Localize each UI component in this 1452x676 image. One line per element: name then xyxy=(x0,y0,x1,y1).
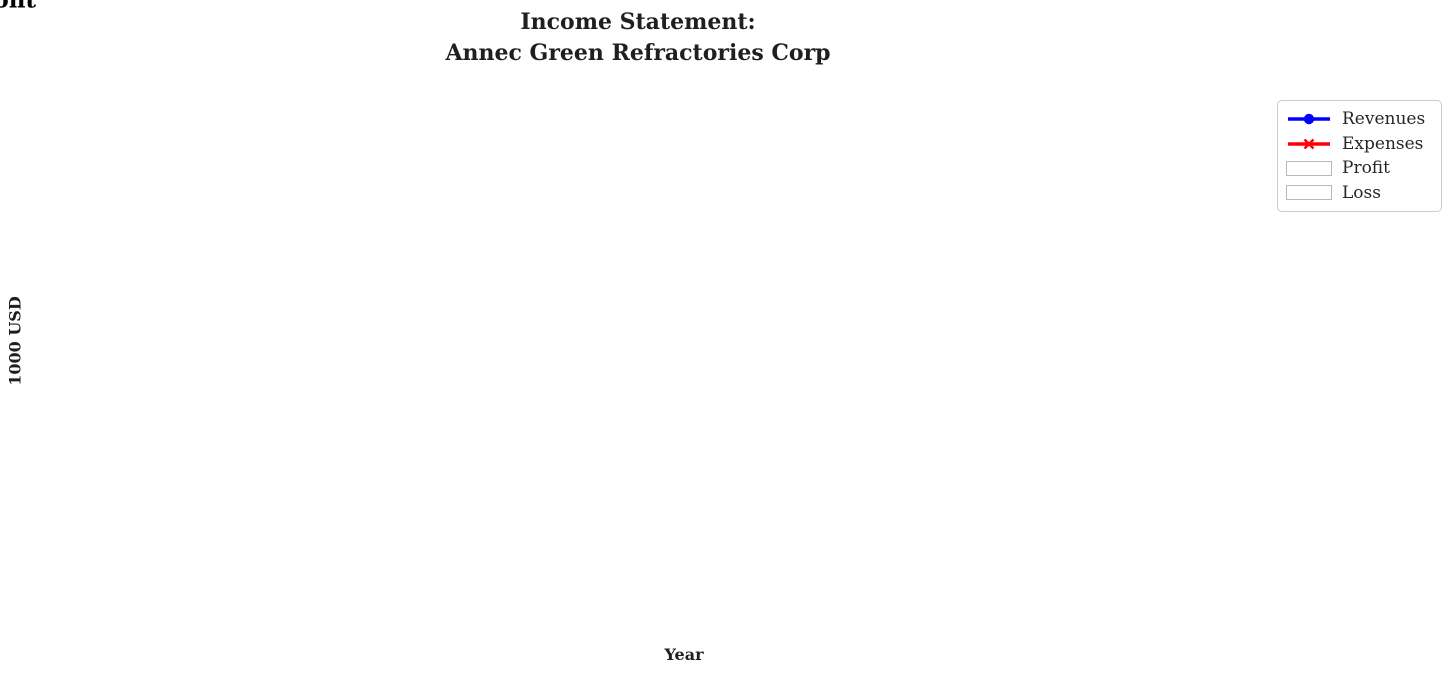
profit-annotation: Profit xyxy=(0,0,37,14)
legend-item-profit: Profit xyxy=(1286,159,1433,177)
x-axis-label: Year xyxy=(664,645,704,664)
legend-label-revenues: Revenues xyxy=(1342,109,1426,130)
legend-item-loss: Loss xyxy=(1286,184,1433,202)
legend-label-profit: Profit xyxy=(1342,158,1390,179)
expenses-line-sample-icon xyxy=(1288,138,1330,150)
legend: Revenues Expenses Profit Loss xyxy=(1277,100,1442,212)
legend-label-expenses: Expenses xyxy=(1342,133,1424,154)
legend-item-revenues: Revenues xyxy=(1286,110,1433,128)
profit-patch-icon xyxy=(1286,160,1332,176)
loss-patch-icon xyxy=(1286,185,1332,201)
chart-title: Income Statement: Annec Green Refractori… xyxy=(0,7,1276,69)
chart-title-line1: Income Statement: xyxy=(520,9,756,35)
revenues-line-sample-icon xyxy=(1288,114,1330,125)
legend-label-loss: Loss xyxy=(1342,182,1381,203)
legend-item-expenses: Expenses xyxy=(1286,135,1433,153)
chart-title-line2: Annec Green Refractories Corp xyxy=(445,40,831,66)
y-axis-label: 1000 USD xyxy=(5,296,25,386)
